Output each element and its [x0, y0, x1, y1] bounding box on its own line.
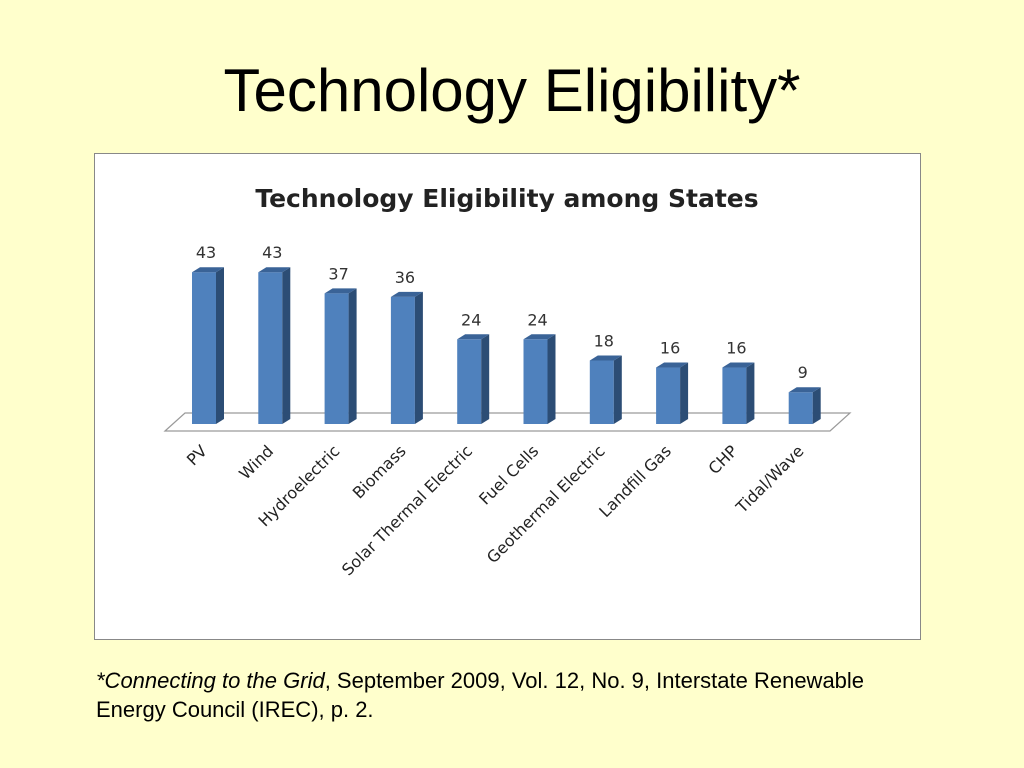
data-label: 24: [527, 310, 547, 329]
bar-front: [589, 360, 614, 424]
bar-top: [788, 387, 821, 393]
bar-side: [812, 387, 821, 424]
bar: [722, 362, 755, 424]
bar-side: [282, 267, 291, 424]
bar-front: [788, 392, 813, 424]
bar-front: [523, 339, 548, 424]
bar-side: [547, 334, 556, 424]
data-label: 37: [328, 264, 348, 283]
bar: [192, 267, 224, 424]
bar-top: [324, 288, 357, 294]
bar-top: [192, 267, 224, 273]
data-label: 18: [594, 331, 614, 350]
bar-front: [258, 272, 283, 424]
bar-top: [457, 334, 490, 340]
category-label: Fuel Cells: [475, 441, 542, 508]
chart-title: Technology Eligibility among States: [255, 184, 758, 213]
category-label: PV: [183, 441, 211, 469]
bar: [324, 288, 357, 424]
data-label: 9: [798, 363, 808, 382]
bar-top: [258, 267, 291, 273]
bar-front: [656, 367, 681, 424]
bar-front: [722, 367, 747, 424]
bar-side: [746, 362, 755, 424]
bar-front: [390, 296, 415, 424]
bar-front: [324, 293, 349, 424]
bar-top: [589, 355, 622, 361]
bar-top: [390, 291, 423, 297]
bar-side: [216, 267, 224, 424]
bar-top: [656, 362, 689, 368]
bar-side: [481, 334, 490, 424]
bar-side: [348, 288, 357, 424]
category-label: Geothermal Electric: [483, 441, 609, 567]
bar-front: [192, 272, 216, 424]
category-label: CHP: [705, 441, 742, 478]
bar: [523, 334, 556, 424]
bar-side: [680, 362, 689, 424]
footnote-source-details: , September 2009, Vol. 12, No. 9, Inters…: [96, 668, 865, 722]
data-label: 43: [262, 243, 282, 262]
data-label: 16: [726, 339, 746, 358]
category-label: Landfill Gas: [595, 441, 675, 521]
bar-chart: Technology Eligibility among States 43 43…: [163, 184, 852, 579]
category-label: Solar Thermal Electric: [338, 441, 476, 579]
data-label: 24: [461, 310, 481, 329]
bar-front: [457, 339, 482, 424]
data-label: 36: [395, 268, 415, 287]
category-label: Wind: [235, 441, 277, 483]
bar: [589, 355, 622, 424]
footnote: *Connecting to the Grid, September 2009,…: [96, 666, 936, 724]
category-label: Tidal/Wave: [732, 441, 808, 517]
bar: [788, 387, 821, 424]
chart-area: Technology Eligibility among States 43 43…: [94, 153, 921, 640]
bar: [457, 334, 490, 424]
bar: [390, 291, 423, 424]
bar: [258, 267, 291, 424]
category-label: Biomass: [349, 441, 410, 502]
bar-side: [613, 355, 622, 424]
footnote-source-title: *Connecting to the Grid: [96, 668, 325, 693]
bar: [656, 362, 689, 424]
data-label: 16: [660, 339, 680, 358]
data-label: 43: [196, 243, 216, 262]
slide-title: Technology Eligibility*: [223, 57, 801, 124]
bar-top: [523, 334, 556, 340]
bar-side: [414, 291, 423, 424]
bar-top: [722, 362, 755, 368]
